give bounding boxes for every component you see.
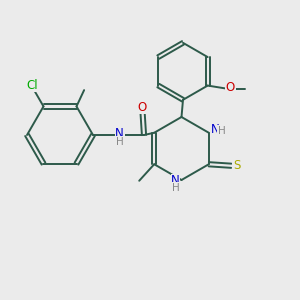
- Text: Cl: Cl: [26, 79, 38, 92]
- Text: O: O: [138, 100, 147, 114]
- Text: O: O: [226, 81, 235, 94]
- Text: N: N: [171, 174, 180, 187]
- Text: S: S: [233, 159, 240, 172]
- Text: H: H: [116, 136, 124, 147]
- Text: N: N: [210, 123, 219, 136]
- Text: H: H: [172, 183, 179, 193]
- Text: N: N: [115, 127, 124, 140]
- Text: H: H: [218, 126, 225, 136]
